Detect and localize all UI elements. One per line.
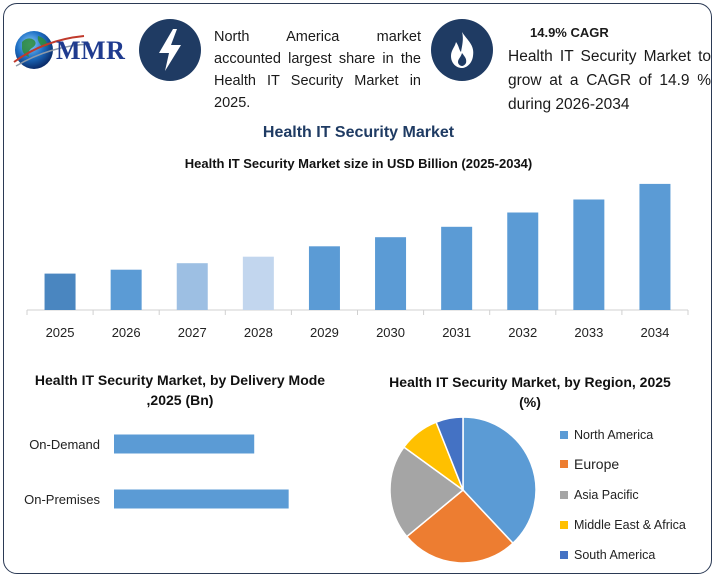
bar-2029 bbox=[308, 246, 340, 310]
x-tick-label: 2027 bbox=[178, 325, 207, 340]
bar-2032 bbox=[507, 212, 539, 310]
legend-label: Asia Pacific bbox=[574, 488, 639, 502]
region-share-note: North America market accounted largest s… bbox=[214, 29, 421, 111]
x-tick-label: 2029 bbox=[310, 325, 339, 340]
legend-label: Europe bbox=[574, 456, 620, 472]
cagr-note: Health IT Security Market to grow at a C… bbox=[508, 48, 711, 113]
x-tick-label: 2026 bbox=[112, 325, 141, 340]
x-tick-label: 2025 bbox=[46, 325, 75, 340]
legend-label: North America bbox=[574, 428, 654, 442]
legend-item: Europe bbox=[560, 456, 619, 472]
hbar-on-demand bbox=[114, 434, 255, 454]
bar-2033 bbox=[573, 199, 605, 310]
legend-swatch bbox=[560, 521, 568, 529]
mmr-logo: MMR bbox=[12, 22, 134, 74]
pie-slice-europe bbox=[405, 488, 515, 564]
bar-2027 bbox=[176, 263, 208, 310]
pie-slice-north-america bbox=[462, 416, 537, 545]
x-tick-label: 2031 bbox=[442, 325, 471, 340]
bar-2031 bbox=[441, 226, 473, 310]
region-chart-title: Health IT Security Market, by Region, 20… bbox=[389, 374, 671, 410]
legend-label: South America bbox=[574, 548, 656, 562]
flame-icon bbox=[431, 19, 493, 81]
legend-item: Middle East & Africa bbox=[560, 518, 686, 532]
x-tick-label: 2028 bbox=[244, 325, 273, 340]
legend-label: Middle East & Africa bbox=[574, 518, 686, 532]
x-tick-label: 2032 bbox=[508, 325, 537, 340]
bar-2028 bbox=[242, 256, 274, 310]
pie-slice-asia-pacific bbox=[389, 446, 465, 538]
legend-swatch bbox=[560, 551, 568, 559]
hbar-label: On-Premises bbox=[24, 492, 100, 507]
legend-swatch bbox=[560, 491, 568, 499]
legend-item: South America bbox=[560, 548, 655, 562]
legend-item: North America bbox=[560, 428, 653, 442]
delivery-chart-title: Health IT Security Market, by Delivery M… bbox=[34, 372, 326, 408]
pie-slice-south-america bbox=[435, 416, 464, 491]
hbar-label: On-Demand bbox=[29, 437, 100, 452]
cagr-title: 14.9% CAGR bbox=[530, 25, 609, 40]
bar-2034 bbox=[639, 183, 671, 310]
infographic-frame bbox=[3, 3, 712, 574]
legend-swatch bbox=[560, 431, 568, 439]
legend-item: Asia Pacific bbox=[560, 488, 639, 502]
legend-swatch bbox=[560, 460, 568, 468]
x-tick-label: 2030 bbox=[376, 325, 405, 340]
x-tick-label: 2034 bbox=[640, 325, 669, 340]
logo-text: MMR bbox=[56, 36, 126, 65]
bar-2030 bbox=[375, 237, 407, 310]
x-tick-label: 2033 bbox=[574, 325, 603, 340]
bar-2026 bbox=[110, 269, 142, 310]
hbar-on-premises bbox=[114, 489, 289, 509]
bar-2025 bbox=[44, 273, 76, 310]
bar-chart-title: Health IT Security Market size in USD Bi… bbox=[184, 156, 533, 171]
page-title: Health IT Security Market bbox=[262, 124, 455, 141]
lightning-icon bbox=[139, 19, 201, 81]
globe-icon bbox=[13, 31, 91, 69]
